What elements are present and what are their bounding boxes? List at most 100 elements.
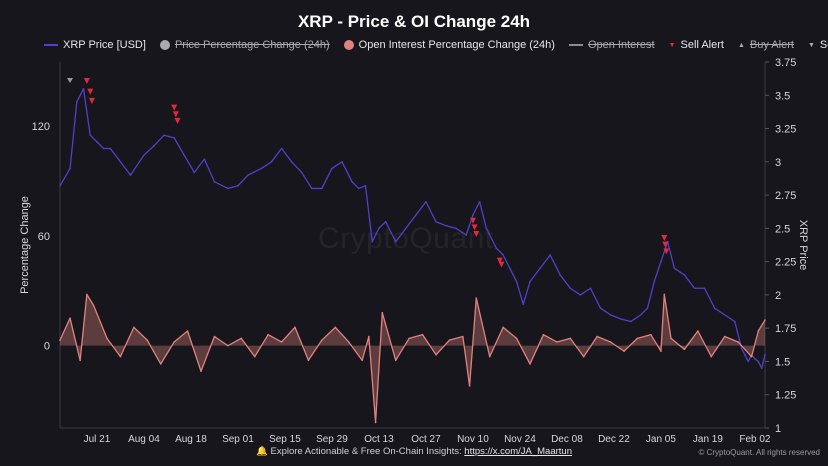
sell-alert-marker-10 bbox=[498, 261, 505, 268]
series-point-1-56 bbox=[737, 341, 739, 343]
legend-swatch-open-interest bbox=[568, 44, 583, 46]
series-point-1-9 bbox=[159, 363, 162, 365]
series-point-0-43 bbox=[465, 234, 468, 236]
series-point-0-36 bbox=[394, 240, 397, 243]
series-point-0-37 bbox=[404, 227, 407, 230]
series-point-0-65 bbox=[653, 280, 656, 283]
legend-item-xrp-price[interactable]: XRP Price [USD] bbox=[44, 39, 146, 51]
series-point-1-40 bbox=[542, 333, 545, 336]
right-tick-label-10: 3.5 bbox=[775, 90, 790, 102]
series-point-0-71 bbox=[703, 287, 706, 290]
series-point-1-58 bbox=[757, 330, 760, 332]
left-tick-label-1: 60 bbox=[38, 231, 50, 243]
series-point-1-16 bbox=[253, 355, 256, 358]
series-point-0-9 bbox=[129, 174, 132, 176]
series-point-1-3 bbox=[86, 293, 88, 296]
x-tick-label-12: Jan 05 bbox=[646, 434, 676, 445]
legend-label-scale: Scale bbox=[819, 39, 828, 51]
series-point-0-30 bbox=[351, 180, 353, 183]
series-point-0-25 bbox=[300, 171, 303, 174]
series-point-0-68 bbox=[673, 267, 676, 270]
series-point-0-72 bbox=[713, 307, 716, 310]
x-tick-label-13: Jan 19 bbox=[693, 434, 723, 445]
x-tick-label-2: Aug 18 bbox=[175, 434, 207, 445]
series-point-0-39 bbox=[425, 200, 427, 203]
sell-alert-triangle-icon: ▼ bbox=[668, 41, 676, 49]
series-point-0-22 bbox=[270, 161, 273, 163]
series-point-0-8 bbox=[119, 161, 122, 163]
series-point-0-32 bbox=[364, 184, 367, 187]
series-line-0 bbox=[59, 87, 766, 369]
legend-label-buy-alert: Buy Alert bbox=[749, 39, 794, 51]
sell-alert-marker-2 bbox=[88, 97, 95, 104]
series-point-0-28 bbox=[331, 167, 333, 170]
series-point-0-52 bbox=[529, 280, 531, 283]
y-axis-left-title: Percentage Change bbox=[19, 196, 31, 294]
legend-item-scale[interactable]: ▼ Scale bbox=[808, 39, 828, 51]
series-point-0-46 bbox=[485, 227, 488, 230]
series-point-1-59 bbox=[764, 319, 766, 321]
series-point-1-12 bbox=[200, 370, 202, 373]
series-point-0-34 bbox=[378, 227, 380, 230]
series-point-1-25 bbox=[368, 335, 370, 338]
right-tick-label-5: 2.25 bbox=[775, 257, 796, 269]
watermark: CryptoQuant bbox=[318, 222, 494, 255]
series-point-0-0 bbox=[59, 184, 61, 187]
sell-alert-marker-0 bbox=[83, 77, 90, 84]
series-point-0-70 bbox=[693, 287, 696, 290]
series-point-1-42 bbox=[569, 337, 572, 340]
series-point-1-7 bbox=[133, 326, 135, 329]
x-tick-label-9: Nov 24 bbox=[504, 434, 536, 445]
series-point-0-76 bbox=[744, 354, 746, 356]
series-point-0-44 bbox=[472, 214, 474, 216]
series-point-0-69 bbox=[683, 274, 686, 276]
series-point-0-63 bbox=[639, 314, 642, 316]
series-point-0-74 bbox=[733, 320, 736, 323]
legend-item-open-interest[interactable]: Open Interest bbox=[568, 39, 655, 51]
legend-item-oi-percentage-change[interactable]: Open Interest Percentage Change (24h) bbox=[343, 39, 555, 51]
series-point-1-18 bbox=[280, 341, 283, 343]
x-tick-label-11: Dec 22 bbox=[598, 434, 630, 445]
x-tick-label-0: Jul 21 bbox=[84, 434, 111, 445]
series-point-0-62 bbox=[629, 320, 632, 323]
right-tick-label-8: 3 bbox=[775, 157, 781, 169]
right-tick-label-3: 1.75 bbox=[775, 323, 796, 335]
series-point-1-32 bbox=[448, 339, 451, 341]
sell-alert-marker-11 bbox=[661, 235, 668, 242]
series-point-1-11 bbox=[186, 330, 189, 332]
right-tick-label-4: 2 bbox=[775, 290, 781, 302]
series-point-1-31 bbox=[435, 354, 437, 356]
legend-item-price-percentage-change[interactable]: Price Percentage Change (24h) bbox=[159, 39, 330, 51]
footer-link[interactable]: https://x.com/JA_Maartun bbox=[464, 446, 572, 457]
series-point-0-60 bbox=[609, 314, 612, 316]
series-point-1-20 bbox=[307, 359, 310, 362]
legend-swatch-price-percentage-change bbox=[159, 40, 170, 50]
series-point-1-39 bbox=[529, 363, 531, 365]
series-point-1-34 bbox=[468, 385, 471, 387]
series-point-1-13 bbox=[213, 335, 216, 338]
series-point-1-27 bbox=[381, 311, 384, 314]
sell-alert-marker-1 bbox=[87, 88, 94, 95]
series-point-1-37 bbox=[502, 326, 504, 329]
series-point-1-38 bbox=[515, 337, 518, 340]
footer: 🔔 Explore Actionable & Free On-Chain Ins… bbox=[0, 446, 828, 457]
series-point-0-23 bbox=[280, 147, 283, 150]
series-point-1-24 bbox=[361, 359, 363, 362]
series-point-0-40 bbox=[435, 220, 437, 223]
sell-alert-marker-8 bbox=[473, 231, 480, 238]
sell-alert-marker-3 bbox=[171, 104, 178, 111]
sell-alert-marker-6 bbox=[469, 217, 476, 224]
series-point-0-11 bbox=[153, 145, 155, 147]
series-point-1-15 bbox=[240, 337, 243, 340]
x-tick-label-10: Dec 08 bbox=[551, 434, 583, 445]
legend-item-sell-alert[interactable]: ▼ Sell Alert bbox=[669, 39, 724, 51]
series-point-0-20 bbox=[247, 174, 249, 176]
sell-alert-marker-5 bbox=[174, 117, 181, 124]
series-point-0-41 bbox=[445, 224, 447, 227]
right-tick-label-1: 1.25 bbox=[775, 390, 796, 402]
series-point-0-29 bbox=[341, 161, 343, 163]
legend-item-buy-alert[interactable]: ▲ Buy Alert bbox=[738, 39, 794, 51]
legend-swatch-oi-percentage-change bbox=[343, 40, 354, 50]
series-point-0-66 bbox=[660, 260, 662, 263]
series-point-1-55 bbox=[723, 335, 726, 338]
